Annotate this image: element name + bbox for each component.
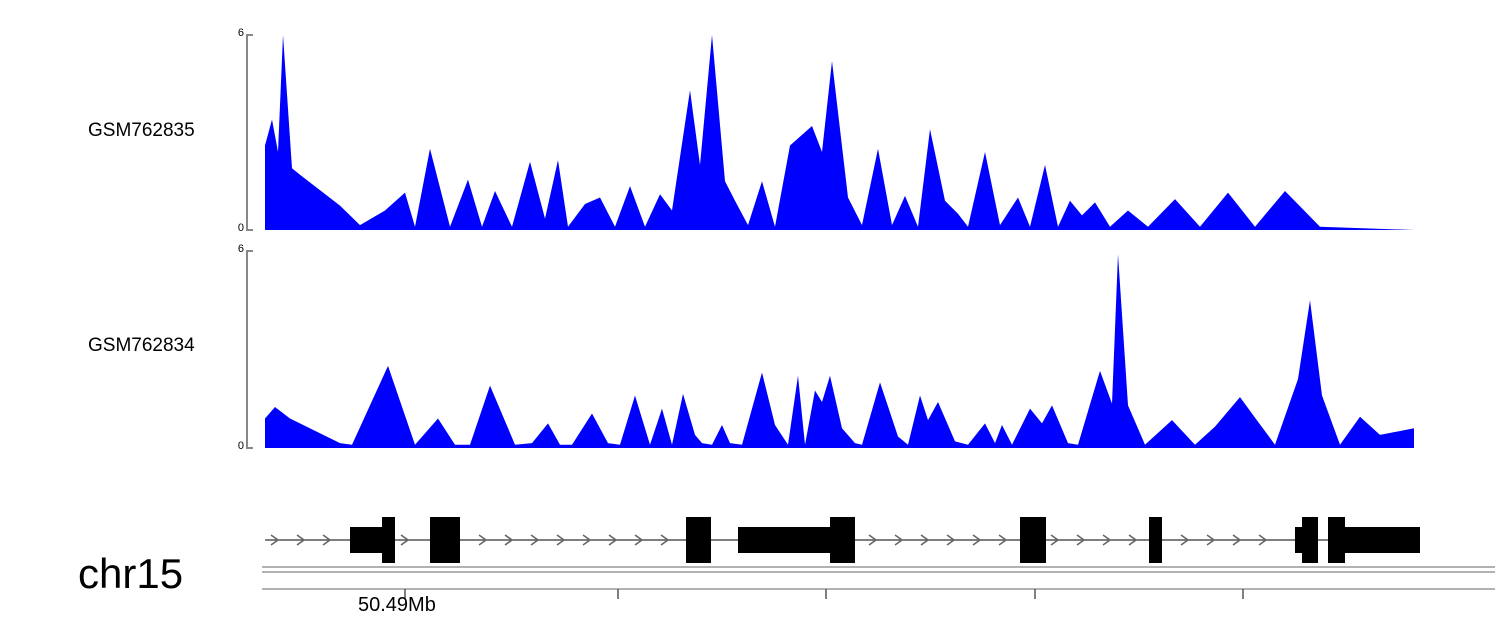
strand-arrow-icon [1232,534,1242,546]
y-axis-line-1 [246,250,253,449]
strand-arrow-icon [608,534,618,546]
exon-block [1020,517,1046,563]
strand-arrow-icon [296,534,306,546]
strand-arrow-icon [1206,534,1216,546]
strand-arrow-icon [998,534,1008,546]
track-label-0: GSM762835 [88,120,195,141]
signal-area-0 [265,35,1414,230]
signal-area-1 [265,254,1414,448]
strand-arrow-icon [634,534,644,546]
exon-block [830,517,855,563]
signal-plot-0 [246,34,1414,231]
signal-plot-1 [246,250,1414,449]
exon-block [738,527,830,553]
exon-block [430,517,460,563]
strand-arrow-icon [1076,534,1086,546]
strand-arrow-icon [894,534,904,546]
exon-block [350,527,382,553]
strand-arrow-icon [582,534,592,546]
strand-arrow-icon [504,534,514,546]
strand-arrow-icon [920,534,930,546]
strand-arrow-icon [1258,534,1268,546]
axis-max-label-1: 6 [237,243,244,255]
exon-block [1302,517,1318,563]
strand-arrow-icon [660,534,670,546]
strand-arrow-icon [1180,534,1190,546]
strand-arrow-icon [322,534,332,546]
axis-min-label-1: 0 [237,440,244,452]
exon-block [1149,517,1162,563]
axis-max-label-0: 6 [237,27,244,39]
coordinate-tick-label: 50.49Mb [358,594,436,616]
exon-block [1328,517,1345,563]
exon-block [382,517,395,563]
strand-arrow-icon [868,534,878,546]
strand-arrow-icon [556,534,566,546]
strand-arrow-icon [530,534,540,546]
track-label-1: GSM762834 [88,335,195,356]
strand-arrow-icon [1128,534,1138,546]
strand-arrow-icon [972,534,982,546]
ruler-axis [262,566,1495,599]
strand-arrow-icon [400,534,410,546]
y-axis-line-0 [246,34,253,231]
strand-arrow-icon [478,534,488,546]
strand-arrow-icon [946,534,956,546]
exon-block [686,517,711,563]
strand-arrow-icon [270,534,280,546]
exon-block [1345,527,1420,553]
strand-arrow-icon [1102,534,1112,546]
gene-model-plot [265,517,1420,563]
chromosome-label: chr15 [78,550,184,597]
strand-arrow-icon [1050,534,1060,546]
axis-min-label-0: 0 [237,222,244,234]
